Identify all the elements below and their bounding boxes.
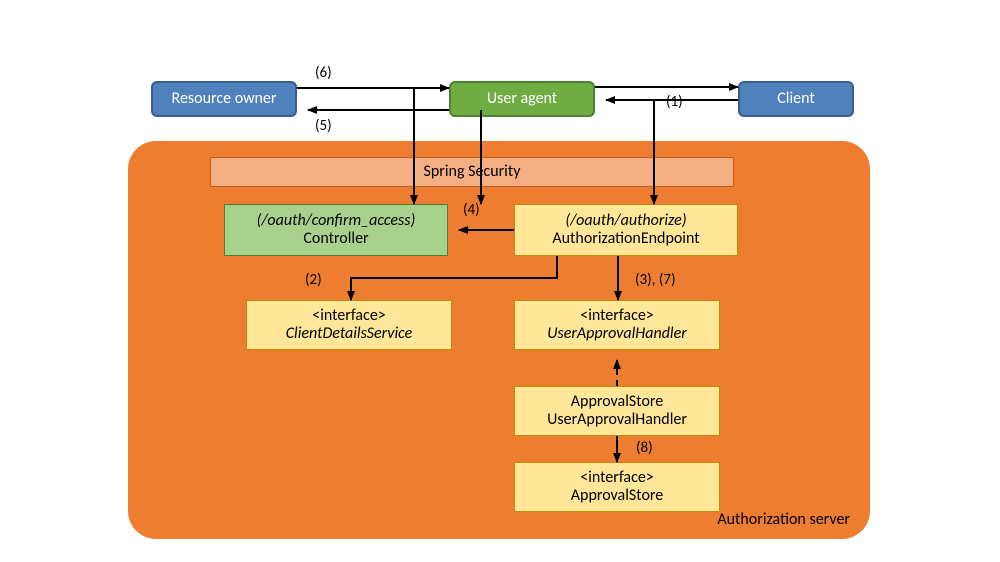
node-client: Client	[738, 81, 854, 117]
node-asuah-line1: ApprovalStore	[571, 393, 663, 411]
node-client-details-service: <interface> ClientDetailsService	[246, 300, 452, 350]
node-resource-owner: Resource owner	[151, 81, 297, 117]
node-resource-owner-label: Resource owner	[172, 90, 277, 108]
node-approval-store-user-approval-handler: ApprovalStore UserApprovalHandler	[514, 386, 720, 436]
node-authorization-server: Authorization server	[128, 141, 870, 539]
node-asuah-line2: UserApprovalHandler	[547, 411, 687, 429]
node-approval-store-line1: <interface>	[580, 469, 654, 487]
edge-label-5: (5)	[315, 117, 332, 135]
node-authorization-server-label: Authorization server	[717, 511, 850, 529]
edge-label-6: (6)	[315, 64, 332, 82]
node-user-agent: User agent	[449, 81, 595, 117]
node-confirm-access-line1: (/oauth/confirm_access)	[257, 212, 416, 230]
node-authorize-line2: AuthorizationEndpoint	[552, 230, 699, 248]
edge-label-4: (4)	[463, 201, 480, 219]
node-approval-store: <interface> ApprovalStore	[514, 462, 720, 512]
edge-label-1: (1)	[666, 93, 683, 111]
node-spring-security: Spring Security	[210, 157, 734, 187]
node-user-approval-handler: <interface> UserApprovalHandler	[514, 300, 720, 350]
node-client-details-line1: <interface>	[312, 307, 386, 325]
node-approval-store-line2: ApprovalStore	[571, 487, 663, 505]
edge-label-2: (2)	[305, 271, 322, 289]
node-client-details-line2: ClientDetailsService	[286, 325, 413, 343]
edge-label-3-7: (3), (7)	[635, 271, 676, 289]
node-client-label: Client	[777, 90, 814, 108]
edge-label-8: (8)	[636, 439, 653, 457]
node-confirm-access-controller: (/oauth/confirm_access) Controller	[224, 204, 448, 256]
diagram-stage: Authorization server Resource owner User…	[0, 0, 1000, 562]
node-spring-security-label: Spring Security	[424, 163, 521, 181]
node-user-agent-label: User agent	[487, 90, 557, 108]
node-authorization-endpoint: (/oauth/authorize) AuthorizationEndpoint	[514, 204, 738, 256]
node-confirm-access-line2: Controller	[303, 230, 368, 248]
node-uah-line1: <interface>	[580, 307, 654, 325]
node-authorize-line1: (/oauth/authorize)	[565, 212, 686, 230]
node-uah-line2: UserApprovalHandler	[547, 325, 686, 343]
